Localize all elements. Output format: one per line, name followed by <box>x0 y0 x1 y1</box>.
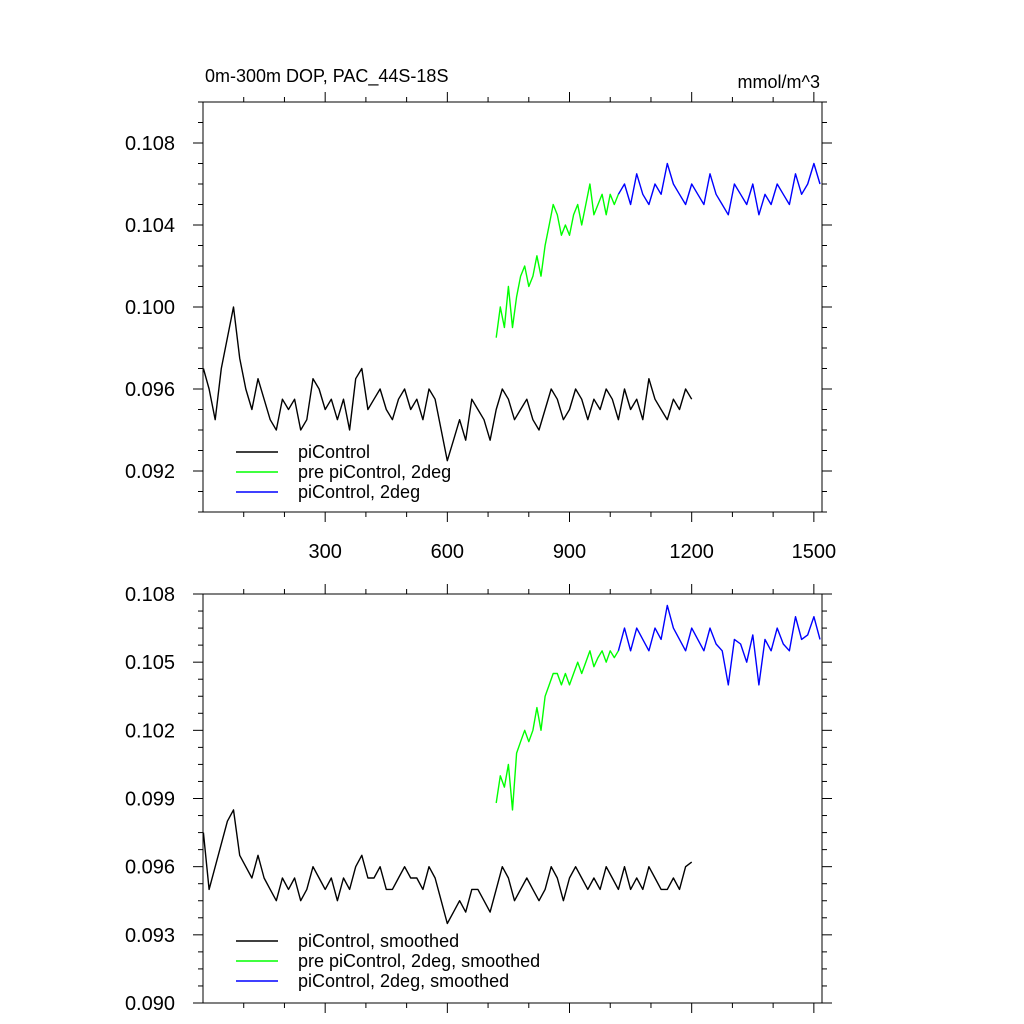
series-line-1 <box>495 183 620 338</box>
legend-label: piControl, 2deg, smoothed <box>298 971 509 991</box>
y-tick-label: 0.108 <box>125 584 175 606</box>
x-tick-label: 900 <box>553 541 586 563</box>
y-tick-label: 0.099 <box>125 789 175 811</box>
y-tick-label: 0.093 <box>125 925 175 947</box>
legend-label: pre piControl, 2deg <box>298 462 451 482</box>
y-tick-label: 0.090 <box>125 993 175 1015</box>
x-tick-label: 300 <box>308 541 341 563</box>
legend-label: piControl <box>298 442 370 462</box>
x-tick-label: 600 <box>431 541 464 563</box>
legend-label: piControl, 2deg <box>298 482 420 502</box>
series-line-0 <box>202 306 693 462</box>
y-tick-label: 0.100 <box>125 297 175 319</box>
y-tick-label: 0.096 <box>125 379 175 401</box>
legend-label: pre piControl, 2deg, smoothed <box>298 951 540 971</box>
x-tick-label: 1500 <box>792 541 837 563</box>
series-line-2 <box>617 604 821 686</box>
x-tick-label: 1200 <box>669 541 714 563</box>
units-label: mmol/m^3 <box>738 72 820 92</box>
plot-frame <box>202 101 823 513</box>
y-tick-label: 0.108 <box>125 133 175 155</box>
bottom-panel: 0.090 0.093 0.096 0.099 0.102 0.105 0.108 piCon… <box>125 584 832 1015</box>
y-tick-label: 0.092 <box>125 461 175 483</box>
y-tick-label: 0.105 <box>125 652 175 674</box>
y-tick-label: 0.104 <box>125 215 175 237</box>
series-line-1 <box>495 650 619 811</box>
series-line-2 <box>617 162 821 216</box>
panel-title: 0m-300m DOP, PAC_44S-18S <box>205 66 448 87</box>
plot-frame <box>202 593 823 1004</box>
y-tick-label: 0.096 <box>125 857 175 879</box>
series-line-0 <box>202 809 693 925</box>
legend-label: piControl, smoothed <box>298 931 459 951</box>
y-tick-label: 0.102 <box>125 720 175 742</box>
top-panel: 300 600 900 1200 1500 0.092 0.096 0.100 0.104 0.1… <box>125 92 836 563</box>
